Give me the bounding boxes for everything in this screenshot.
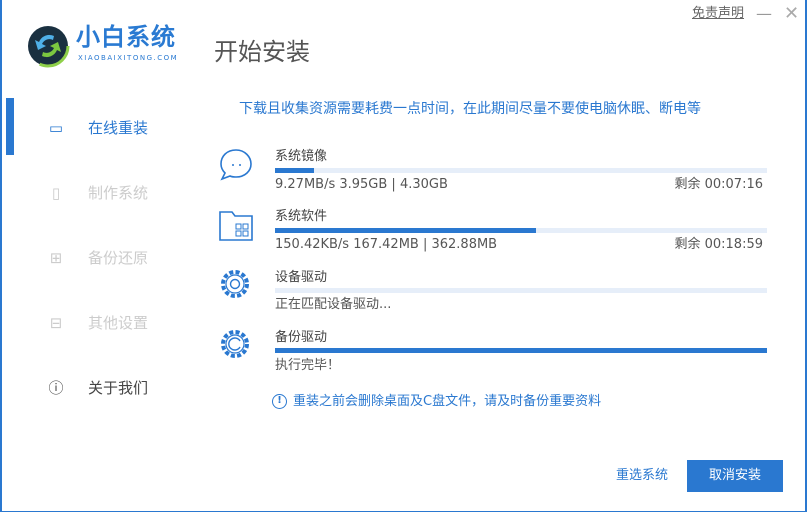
progress-bar	[275, 228, 767, 233]
warning-notice: ! 重装之前会删除桌面及C盘文件，请及时备份重要资料	[272, 394, 601, 410]
sidebar-item-backup-restore[interactable]: ⊞ 备份还原	[46, 243, 196, 273]
sidebar-item-about[interactable]: ⓘ 关于我们	[46, 373, 196, 403]
monitor-icon: ▭	[48, 119, 64, 137]
usb-icon: ▯	[51, 184, 61, 202]
progress-bar	[275, 348, 767, 353]
logo-icon	[26, 24, 70, 68]
progress-fill	[275, 168, 315, 173]
brand-name: 小白系统	[76, 23, 176, 51]
toolbox-icon: ⊟	[49, 314, 63, 332]
item-remaining: 剩余 00:07:16	[674, 177, 763, 192]
item-label: 设备驱动	[275, 270, 328, 285]
brand-url: XIAOBAIXITONG.COM	[78, 54, 179, 62]
cancel-install-button[interactable]: 取消安装	[687, 460, 783, 492]
reselect-system-button[interactable]: 重选系统	[616, 468, 669, 483]
chat-bubble-icon	[220, 149, 252, 181]
item-remaining: 剩余 00:18:59	[674, 237, 763, 252]
gear-refresh-icon	[221, 330, 249, 358]
disclaimer-link[interactable]: 免责声明	[692, 6, 745, 21]
item-label: 备份驱动	[275, 330, 328, 345]
sidebar-item-online-reinstall[interactable]: ▭ 在线重装	[46, 113, 196, 143]
minimize-button[interactable]: —	[756, 4, 772, 23]
sidebar-item-label: 在线重装	[88, 119, 149, 137]
progress-fill	[275, 228, 536, 233]
active-nav-indicator	[6, 98, 14, 155]
progress-bar	[275, 288, 767, 293]
gear-icon	[221, 270, 249, 298]
info-icon: !	[272, 394, 287, 410]
info-icon: ⓘ	[48, 379, 64, 397]
notice-text: 下载且收集资源需要耗费一点时间，在此期间尽量不要使电脑休眠、断电等	[239, 101, 701, 117]
folder-apps-icon	[219, 211, 253, 241]
item-status: 150.42KB/s 167.42MB | 362.88MB	[275, 237, 498, 252]
sidebar-item-label: 其他设置	[88, 314, 149, 332]
sidebar-item-label: 关于我们	[88, 379, 149, 397]
close-button[interactable]: ✕	[784, 3, 800, 24]
item-label: 系统镜像	[275, 149, 328, 164]
sidebar-item-make-system[interactable]: ▯ 制作系统	[46, 178, 196, 208]
item-status: 9.27MB/s 3.95GB | 4.30GB	[275, 177, 448, 192]
sidebar-item-label: 备份还原	[88, 249, 149, 267]
progress-bar	[275, 168, 767, 173]
sidebar-item-other-settings[interactable]: ⊟ 其他设置	[46, 308, 196, 338]
item-status: 执行完毕！	[275, 358, 341, 373]
grid-icon: ⊞	[49, 249, 63, 267]
warning-text: 重装之前会删除桌面及C盘文件，请及时备份重要资料	[293, 394, 602, 409]
item-status: 正在匹配设备驱动...	[275, 297, 392, 312]
sidebar-item-label: 制作系统	[88, 184, 149, 202]
item-label: 系统软件	[275, 209, 328, 224]
progress-fill	[275, 348, 767, 353]
page-title: 开始安装	[214, 38, 310, 66]
